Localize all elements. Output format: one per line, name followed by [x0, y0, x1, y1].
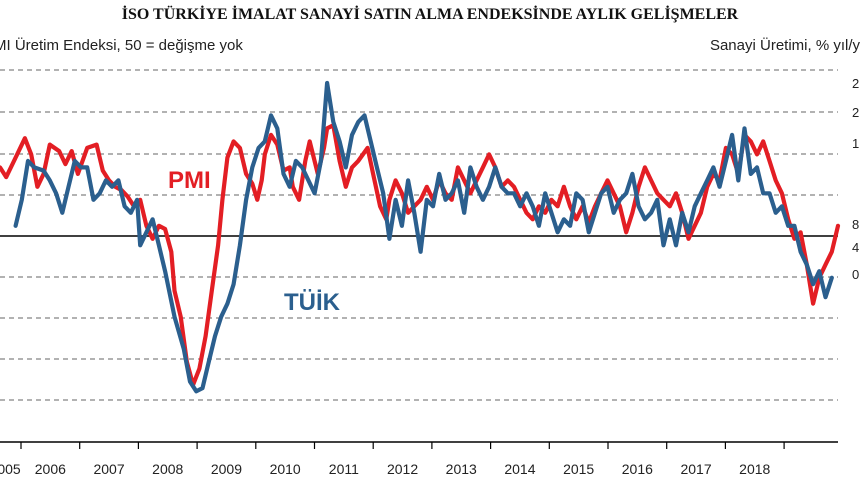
right-axis-ticks: 2 2 1 8 4 0	[852, 76, 859, 282]
x-tick-label: 2012	[387, 461, 418, 477]
x-tick-label: 2011	[329, 461, 359, 477]
x-tick-label: 2017	[680, 461, 711, 477]
x-axis-ticks: 005 2006 2007 2008 2009 2010 2011 2012 2013 2014 2…	[0, 442, 785, 477]
series-label-tuik: TÜİK	[284, 289, 341, 316]
gridlines	[0, 69, 838, 401]
x-tick-label: 2010	[270, 461, 301, 477]
series-line-tuik	[13, 80, 834, 394]
x-tick-label: 2015	[563, 461, 594, 477]
x-tick-label: 2016	[622, 461, 653, 477]
right-tick-label: 4	[852, 240, 859, 255]
series-label-pmi: PMI	[168, 167, 211, 194]
right-axis-title: Sanayi Üretimi, % yıl/y	[709, 37, 860, 54]
right-tick-label: 2	[852, 76, 859, 91]
chart-title: İSO TÜRKİYE İMALAT SANAYİ SATIN ALMA END…	[121, 6, 739, 23]
x-tick-label: 2007	[93, 461, 124, 477]
x-tick-label: 2013	[446, 461, 477, 477]
x-tick-label: 005	[0, 461, 21, 477]
right-tick-label: 1	[852, 136, 859, 151]
right-tick-label: 2	[852, 105, 859, 120]
right-tick-label: 8	[852, 217, 859, 232]
right-tick-label: 0	[852, 267, 859, 282]
x-tick-label: 2014	[504, 461, 535, 477]
x-tick-label: 2008	[152, 461, 183, 477]
x-tick-label: 2006	[35, 461, 66, 477]
left-axis-title: MI Üretim Endeksi, 50 = değişme yok	[0, 37, 243, 54]
x-tick-label: 2018	[739, 461, 770, 477]
series-line-pmi	[0, 123, 841, 387]
x-tick-label: 2009	[211, 461, 242, 477]
